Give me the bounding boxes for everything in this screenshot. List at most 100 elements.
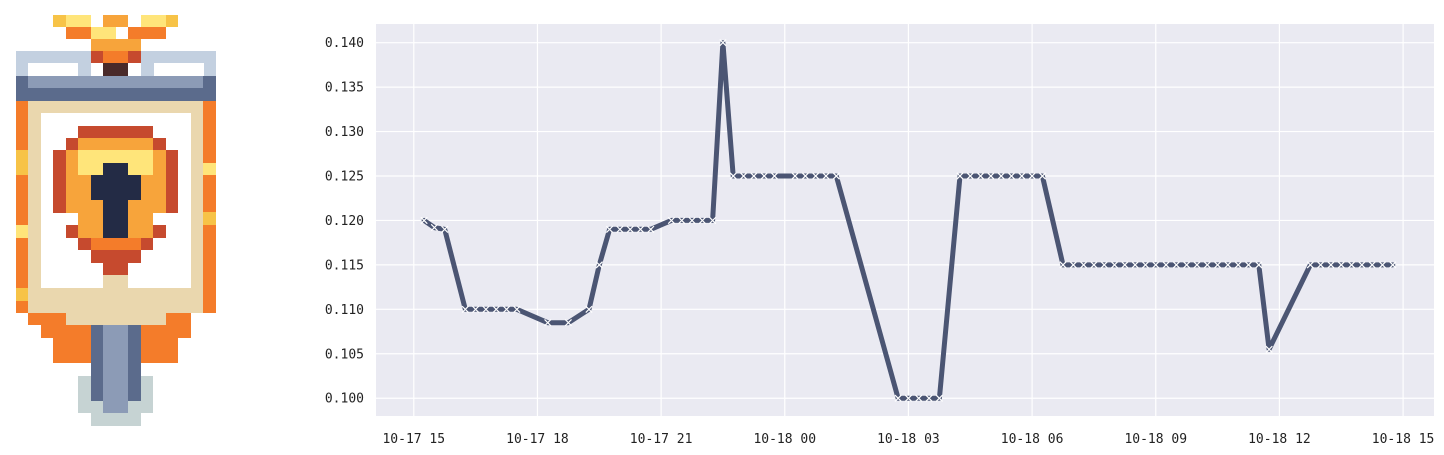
data-point-marker — [461, 305, 469, 313]
y-tick-label: 0.120 — [325, 214, 364, 229]
data-point-marker — [1079, 261, 1088, 269]
data-point-marker — [1162, 261, 1170, 269]
series-group — [420, 39, 1397, 402]
data-point-marker — [1131, 261, 1139, 269]
x-tick-label: 10-18 06 — [1001, 432, 1064, 447]
data-point-marker — [915, 394, 923, 402]
data-point-marker — [585, 305, 593, 313]
data-point-marker — [1152, 261, 1160, 269]
line-chart: 10-17 15 10-17 18 10-17 21 10-18 00 10-18 03… — [325, 24, 1434, 447]
data-point-marker — [750, 172, 758, 180]
data-point-marker — [935, 394, 943, 402]
y-tick-label: 0.130 — [325, 125, 364, 140]
data-point-marker — [1389, 261, 1397, 269]
data-point-marker — [1172, 261, 1180, 269]
data-point-marker — [441, 225, 449, 233]
data-point-marker — [822, 172, 830, 180]
data-point-marker — [1244, 261, 1253, 269]
x-tick-label: 10-17 15 — [382, 432, 445, 447]
data-point-marker — [1110, 261, 1119, 269]
data-point-marker — [1358, 261, 1366, 269]
data-point-marker — [513, 305, 521, 313]
data-point-marker — [1306, 261, 1314, 269]
data-point-marker — [1069, 261, 1077, 269]
data-point-marker — [1183, 261, 1191, 269]
x-tick-label: 10-18 00 — [753, 432, 816, 447]
data-point-marker — [976, 172, 985, 180]
data-point-marker — [626, 225, 634, 233]
x-tick-label: 10-18 03 — [877, 432, 940, 447]
x-tick-label: 10-18 09 — [1124, 432, 1187, 447]
data-point-marker — [832, 172, 840, 180]
data-point-marker — [719, 39, 727, 47]
data-point-marker — [1337, 261, 1345, 269]
data-point-marker — [1368, 261, 1376, 269]
data-point-marker — [1234, 261, 1242, 269]
data-point-marker — [739, 172, 748, 180]
data-point-marker — [430, 223, 439, 232]
banner-handle — [78, 325, 153, 426]
data-point-marker — [904, 394, 913, 402]
data-point-marker — [1347, 261, 1356, 269]
data-point-marker — [1007, 172, 1016, 180]
data-point-marker — [420, 216, 428, 225]
data-point-marker — [709, 216, 717, 225]
data-point-marker — [698, 216, 706, 225]
data-point-marker — [492, 305, 500, 313]
data-point-marker — [1213, 261, 1222, 269]
data-point-marker — [1018, 172, 1026, 180]
data-point-marker — [678, 216, 686, 225]
data-point-marker — [925, 394, 933, 402]
data-point-marker — [801, 172, 810, 180]
data-point-marker — [647, 225, 655, 233]
data-point-marker — [791, 172, 799, 180]
data-point-marker — [1100, 261, 1108, 269]
shield-icon — [53, 126, 178, 288]
y-tick-label: 0.140 — [325, 36, 364, 51]
pixel-banner-shield-icon — [16, 15, 216, 426]
data-point-marker — [616, 225, 624, 233]
banner-rod — [16, 51, 216, 101]
data-point-marker — [770, 172, 779, 180]
flame-icon — [53, 15, 178, 76]
data-point-marker — [564, 319, 572, 327]
data-point-marker — [667, 216, 676, 225]
data-point-marker — [605, 225, 614, 233]
y-tick-label: 0.135 — [325, 81, 364, 96]
data-point-marker — [1038, 172, 1047, 180]
data-point-marker — [636, 225, 645, 233]
data-point-marker — [1193, 261, 1201, 269]
data-point-marker — [1327, 261, 1335, 269]
data-point-marker — [1224, 261, 1232, 269]
y-axis-tick-labels: 0.100 0.105 0.110 0.115 0.120 0.125 0.130 0.135… — [325, 36, 364, 407]
data-point-marker — [1090, 261, 1098, 269]
data-point-marker — [1059, 261, 1067, 269]
data-point-marker — [1255, 261, 1263, 269]
data-point-marker — [956, 172, 964, 180]
data-point-marker — [595, 261, 603, 269]
data-point-marker — [1203, 261, 1211, 269]
data-point-marker — [1317, 261, 1325, 269]
data-point-marker — [471, 305, 480, 313]
y-tick-label: 0.125 — [325, 170, 364, 185]
data-point-marker — [894, 394, 902, 402]
x-tick-label: 10-18 12 — [1248, 432, 1311, 447]
data-point-marker — [1121, 261, 1129, 269]
data-point-marker — [812, 172, 820, 180]
series-line — [421, 40, 1396, 401]
data-point-marker — [502, 305, 511, 313]
data-point-marker — [688, 216, 696, 225]
data-point-marker — [1141, 261, 1150, 269]
data-point-marker — [760, 172, 768, 180]
data-point-marker — [1378, 261, 1387, 269]
y-tick-label: 0.100 — [325, 392, 364, 407]
data-point-marker — [997, 172, 1005, 180]
y-tick-label: 0.115 — [325, 258, 364, 273]
x-tick-label: 10-17 21 — [630, 432, 693, 447]
x-tick-label: 10-17 18 — [506, 432, 569, 447]
grid — [376, 24, 1434, 416]
y-tick-label: 0.105 — [325, 347, 364, 362]
data-point-marker — [1028, 172, 1036, 180]
y-tick-label: 0.110 — [325, 303, 364, 318]
data-point-marker — [966, 172, 974, 180]
